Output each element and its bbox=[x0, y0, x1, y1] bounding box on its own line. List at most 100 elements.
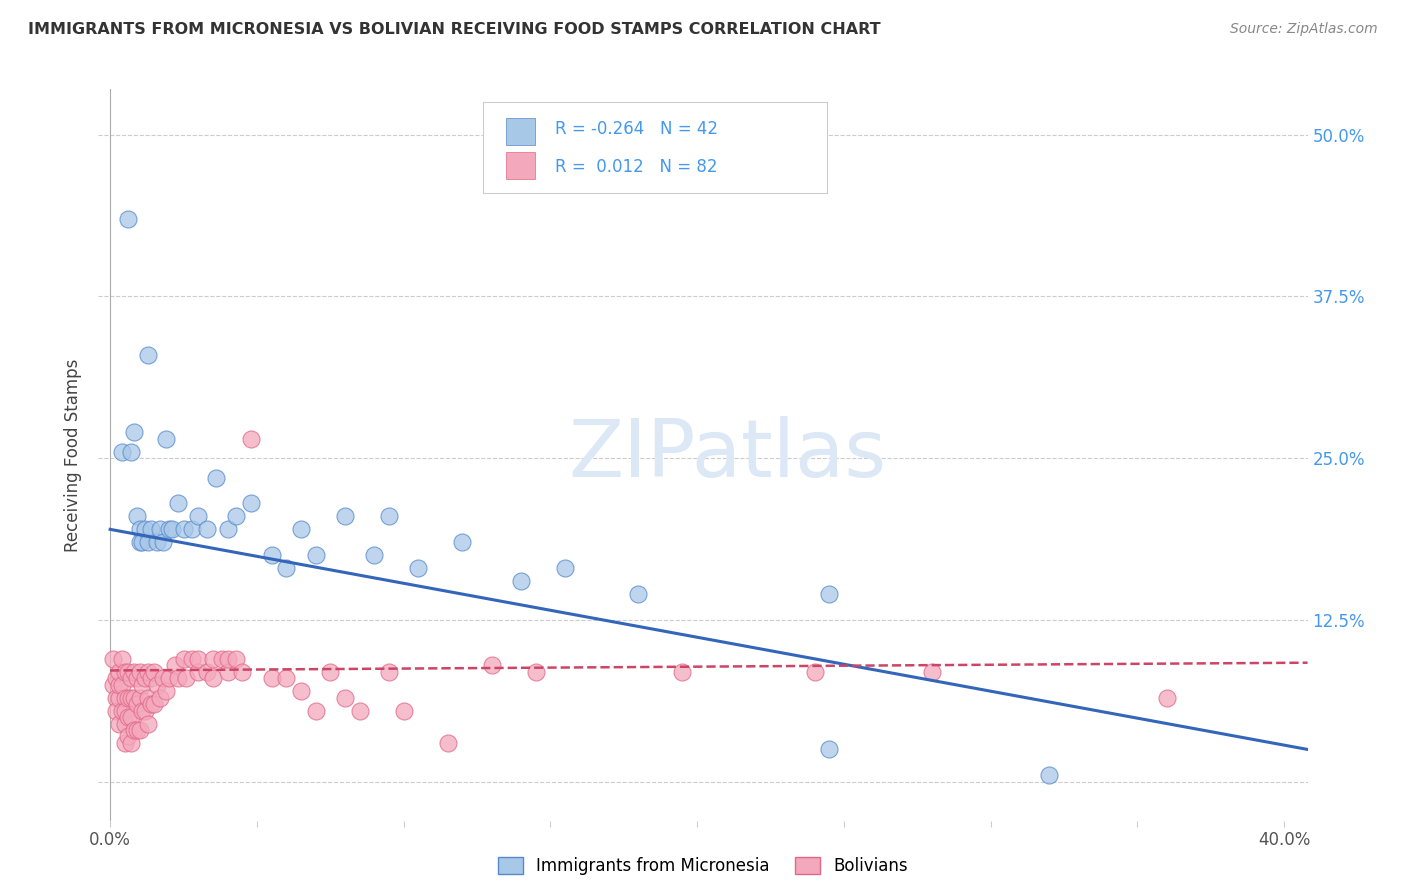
Point bbox=[117, 690, 139, 705]
Point bbox=[136, 535, 159, 549]
Point bbox=[125, 697, 148, 711]
Point bbox=[122, 723, 145, 737]
Point bbox=[101, 652, 124, 666]
Point bbox=[125, 509, 148, 524]
Point bbox=[510, 574, 533, 589]
Point bbox=[231, 665, 253, 679]
Point bbox=[117, 211, 139, 226]
Legend: Immigrants from Micronesia, Bolivians: Immigrants from Micronesia, Bolivians bbox=[492, 850, 914, 882]
Point bbox=[136, 690, 159, 705]
Point bbox=[163, 658, 186, 673]
Point bbox=[141, 671, 163, 685]
Point bbox=[157, 522, 180, 536]
Point bbox=[319, 665, 342, 679]
Point bbox=[481, 658, 503, 673]
Point bbox=[122, 665, 145, 679]
Point bbox=[378, 509, 401, 524]
Point bbox=[114, 716, 136, 731]
Point bbox=[114, 736, 136, 750]
Point bbox=[160, 522, 183, 536]
Point bbox=[408, 561, 430, 575]
Point bbox=[152, 671, 174, 685]
Point bbox=[146, 535, 169, 549]
Point bbox=[240, 432, 263, 446]
Point bbox=[125, 723, 148, 737]
Point bbox=[136, 716, 159, 731]
Point bbox=[101, 678, 124, 692]
Point bbox=[117, 730, 139, 744]
Point bbox=[436, 736, 458, 750]
Point bbox=[108, 678, 131, 692]
Point bbox=[176, 671, 198, 685]
Point bbox=[671, 665, 693, 679]
Point bbox=[392, 704, 415, 718]
Point bbox=[554, 561, 576, 575]
Point bbox=[128, 723, 150, 737]
Text: R = -0.264   N = 42: R = -0.264 N = 42 bbox=[555, 120, 718, 138]
Point bbox=[134, 704, 156, 718]
Point bbox=[195, 522, 218, 536]
Point bbox=[240, 496, 263, 510]
Point bbox=[128, 535, 150, 549]
Point bbox=[131, 535, 153, 549]
Point bbox=[260, 671, 283, 685]
Point bbox=[304, 704, 326, 718]
Point bbox=[120, 671, 142, 685]
Point bbox=[120, 690, 142, 705]
Point bbox=[627, 587, 650, 601]
Point bbox=[128, 690, 150, 705]
Point bbox=[290, 522, 312, 536]
Point bbox=[125, 671, 148, 685]
Point bbox=[122, 425, 145, 440]
Point bbox=[117, 665, 139, 679]
Text: R =  0.012   N = 82: R = 0.012 N = 82 bbox=[555, 159, 718, 177]
Text: Source: ZipAtlas.com: Source: ZipAtlas.com bbox=[1230, 22, 1378, 37]
Point bbox=[187, 652, 209, 666]
Point bbox=[105, 704, 128, 718]
Point bbox=[818, 587, 841, 601]
Point bbox=[166, 671, 188, 685]
Point bbox=[187, 665, 209, 679]
Point bbox=[173, 652, 195, 666]
Point bbox=[276, 671, 298, 685]
Point bbox=[290, 684, 312, 698]
Point bbox=[111, 652, 134, 666]
Point bbox=[149, 690, 172, 705]
Point bbox=[128, 665, 150, 679]
Point bbox=[363, 548, 385, 562]
Point bbox=[201, 671, 224, 685]
Point bbox=[143, 697, 166, 711]
Text: ZIPatlas: ZIPatlas bbox=[568, 416, 886, 494]
Point bbox=[921, 665, 943, 679]
Point bbox=[225, 509, 247, 524]
Point bbox=[195, 665, 218, 679]
Point bbox=[120, 710, 142, 724]
Point bbox=[141, 697, 163, 711]
Point bbox=[120, 444, 142, 458]
Point bbox=[111, 444, 134, 458]
Point bbox=[152, 535, 174, 549]
Point bbox=[128, 522, 150, 536]
Point bbox=[149, 522, 172, 536]
Point bbox=[349, 704, 371, 718]
Point bbox=[166, 496, 188, 510]
Point bbox=[1156, 690, 1178, 705]
Point bbox=[1038, 768, 1060, 782]
Point bbox=[204, 470, 226, 484]
Point bbox=[157, 671, 180, 685]
Point bbox=[181, 522, 204, 536]
Point bbox=[108, 665, 131, 679]
Point bbox=[105, 671, 128, 685]
Point bbox=[187, 509, 209, 524]
Point bbox=[131, 704, 153, 718]
Point bbox=[108, 716, 131, 731]
Point bbox=[378, 665, 401, 679]
Point bbox=[217, 522, 239, 536]
Point bbox=[136, 348, 159, 362]
Point bbox=[108, 690, 131, 705]
Point bbox=[211, 652, 233, 666]
Point bbox=[114, 665, 136, 679]
Point bbox=[217, 652, 239, 666]
Point bbox=[105, 690, 128, 705]
Point bbox=[803, 665, 825, 679]
